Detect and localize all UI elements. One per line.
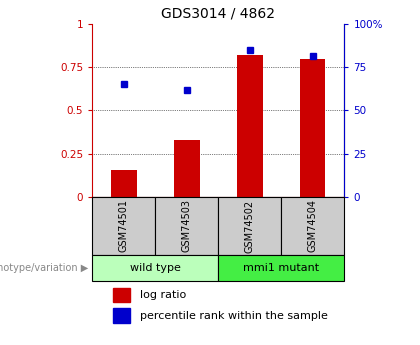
Text: percentile rank within the sample: percentile rank within the sample (140, 311, 328, 321)
Bar (113, 287, 130, 302)
Bar (92, 197, 155, 255)
Text: mmi1 mutant: mmi1 mutant (243, 263, 320, 273)
Bar (92, 255, 218, 281)
Title: GDS3014 / 4862: GDS3014 / 4862 (161, 6, 276, 20)
Bar (111, 170, 136, 197)
Bar (113, 308, 130, 323)
Bar (281, 197, 344, 255)
Text: wild type: wild type (130, 263, 181, 273)
Bar (218, 197, 281, 255)
Text: GSM74502: GSM74502 (245, 199, 255, 253)
Bar (174, 140, 199, 197)
Text: GSM74504: GSM74504 (308, 199, 318, 253)
Bar (237, 55, 262, 197)
Text: genotype/variation ▶: genotype/variation ▶ (0, 263, 88, 273)
Bar (155, 197, 218, 255)
Bar (300, 59, 326, 197)
Text: log ratio: log ratio (140, 290, 186, 300)
Text: GSM74503: GSM74503 (182, 199, 192, 253)
Text: GSM74501: GSM74501 (119, 199, 129, 253)
Bar (218, 255, 344, 281)
